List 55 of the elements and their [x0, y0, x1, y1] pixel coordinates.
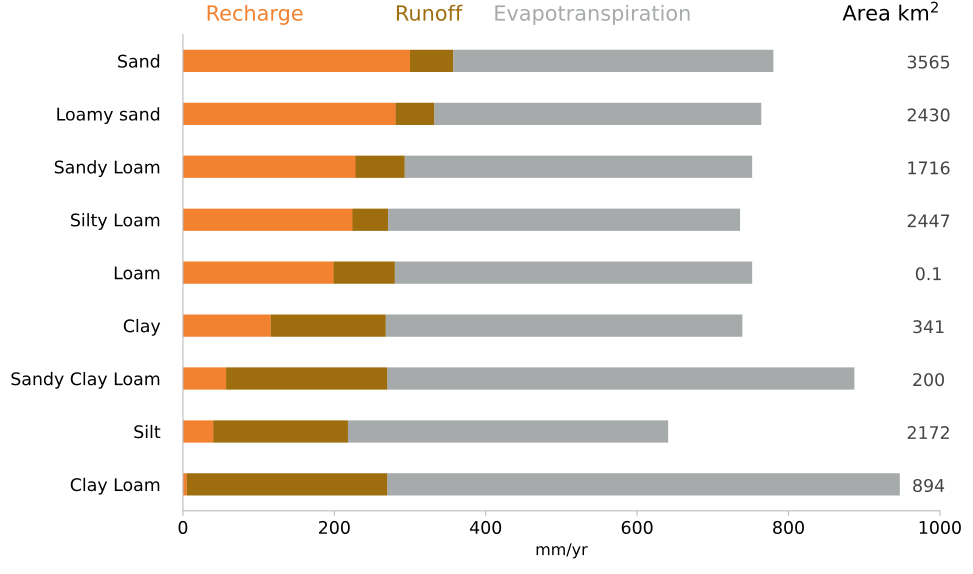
y-tick-label: Loamy sand	[57, 107, 160, 124]
annotation: 1716	[908, 161, 950, 174]
bar	[186, 473, 388, 496]
annotation: 3565	[908, 55, 950, 69]
x-tick-label: 0	[178, 520, 188, 534]
bar	[182, 262, 334, 284]
y-tick-label: Clay	[124, 318, 160, 336]
series-label: Runoff	[396, 4, 463, 21]
bar	[348, 420, 668, 443]
bar	[356, 156, 405, 178]
annotation: 894	[913, 478, 944, 492]
annotation: 2172	[908, 426, 949, 439]
text: Area km$^{2}$	[842, 2, 938, 21]
y-tick-label: Sandy Loam	[54, 160, 160, 177]
x-axis-title: mm/yr	[536, 543, 588, 558]
bar	[213, 420, 348, 443]
bar	[453, 50, 774, 72]
annotation: 2447	[908, 214, 950, 228]
bar	[182, 314, 271, 337]
x-tick-label: 800	[773, 520, 804, 534]
annotation: 2430	[908, 108, 950, 122]
bar	[404, 156, 752, 178]
x-tick-label: 200	[319, 520, 350, 534]
bar	[182, 367, 226, 390]
x-tick-label: 400	[470, 520, 502, 534]
bar	[270, 314, 386, 337]
bar	[182, 102, 396, 125]
bar	[394, 262, 752, 284]
bar	[352, 208, 388, 231]
y-tick-label: Loam	[114, 266, 160, 280]
y-tick-label: Clay Loam	[70, 478, 160, 495]
bar	[387, 367, 854, 390]
annotation: 0.1	[916, 267, 941, 280]
annotation: 200	[913, 373, 944, 386]
y-tick-label: Sandy Clay Loam	[11, 372, 160, 389]
series-label: Evapotranspiration	[495, 4, 690, 25]
annotation: 341	[913, 320, 944, 334]
bar	[410, 50, 454, 72]
bar	[182, 208, 352, 231]
bar	[388, 208, 740, 231]
bar	[434, 102, 762, 125]
bar	[387, 473, 900, 496]
x-tick-label: 600	[622, 520, 653, 534]
bar	[182, 156, 356, 178]
bar	[226, 367, 388, 390]
y-tick-label: Silt	[134, 424, 160, 438]
series-label: Recharge	[208, 4, 303, 25]
y-tick-label: Silty Loam	[71, 213, 160, 230]
bar	[396, 102, 434, 125]
bar	[182, 50, 410, 72]
x-tick-label: 1000	[920, 520, 961, 534]
bar	[334, 262, 395, 284]
bar	[182, 420, 214, 443]
y-tick-label: Sand	[118, 54, 160, 68]
bar	[386, 314, 742, 337]
